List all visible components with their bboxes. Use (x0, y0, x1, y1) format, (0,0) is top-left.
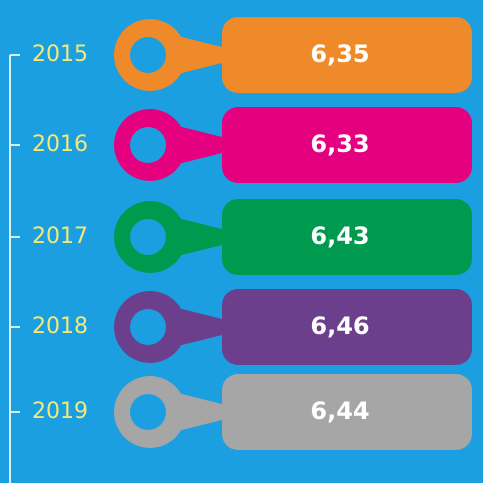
year-label: 2015 (32, 42, 88, 67)
value-label: 6,33 (310, 130, 369, 158)
pin-hole (130, 394, 166, 430)
pin-hole (130, 219, 166, 255)
year-label: 2018 (32, 314, 88, 339)
value-box (222, 199, 472, 275)
year-label: 2017 (32, 224, 88, 249)
value-label: 6,46 (310, 312, 369, 340)
year-label: 2016 (32, 132, 88, 157)
value-label: 6,35 (310, 40, 369, 68)
year-label: 2019 (32, 399, 88, 424)
value-label: 6,44 (310, 397, 369, 425)
pin-hole (130, 37, 166, 73)
value-box (222, 289, 472, 365)
value-box (222, 17, 472, 93)
value-box (222, 374, 472, 450)
pin-hole (130, 127, 166, 163)
pin-hole (130, 309, 166, 345)
value-box (222, 107, 472, 183)
value-label: 6,43 (310, 222, 369, 250)
